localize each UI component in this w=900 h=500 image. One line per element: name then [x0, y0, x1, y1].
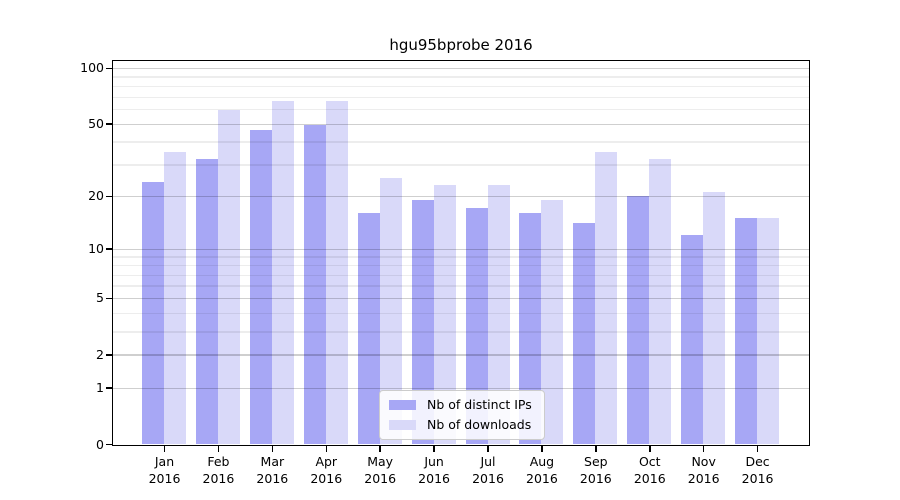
x-tick-mark-dec [756, 446, 759, 452]
bar-apr-distinct-ips [303, 125, 326, 444]
bar-sep-downloads [595, 151, 618, 444]
y-tick-label-10: 10 [88, 241, 104, 257]
x-tick-label-mar: Mar 2016 [256, 454, 289, 486]
x-tick-mark-jan [163, 446, 166, 452]
y-tick-label-100: 100 [80, 60, 104, 76]
y-tick-mark-50 [106, 123, 113, 125]
y-tick-mark-1 [106, 387, 113, 389]
gridline-minor-60 [113, 108, 809, 111]
y-tick-mark-10 [106, 248, 113, 250]
bar-jul-downloads [487, 184, 510, 444]
gridline-minor-70 [113, 96, 809, 99]
x-tick-label-apr: Apr 2016 [310, 454, 343, 486]
bar-feb-distinct-ips [195, 159, 218, 444]
y-tick-mark-5 [106, 297, 113, 300]
bar-dec-downloads [757, 218, 780, 444]
bar-jun-distinct-ips [411, 199, 434, 444]
x-tick-mark-oct [649, 446, 651, 452]
bar-mar-downloads [271, 101, 294, 444]
y-tick-label-20: 20 [88, 188, 104, 204]
x-tick-mark-aug [541, 446, 543, 452]
bar-jan-distinct-ips [142, 181, 164, 444]
bar-sep-distinct-ips [573, 223, 596, 444]
gridline-major-5 [113, 297, 809, 300]
x-tick-label-jan: Jan 2016 [148, 454, 181, 486]
x-tick-label-may: May 2016 [364, 454, 397, 486]
bar-oct-downloads [649, 159, 672, 444]
x-tick-label-jul: Jul 2016 [472, 454, 504, 486]
bar-may-downloads [379, 178, 402, 444]
gridline-minor-7 [113, 274, 809, 277]
gridline-major-20 [113, 195, 809, 198]
y-tick-label-0: 0 [96, 436, 104, 452]
gridline-minor-3 [113, 331, 809, 333]
gridline-minor-30 [113, 164, 809, 166]
x-tick-label-dec: Dec 2016 [741, 454, 774, 486]
gridline-minor-40 [113, 141, 809, 143]
y-tick-label-5: 5 [96, 290, 104, 306]
bar-aug-distinct-ips [519, 213, 542, 444]
bar-jul-distinct-ips [465, 208, 488, 444]
gridline-minor-8 [113, 264, 809, 267]
x-tick-mark-nov [702, 446, 705, 452]
x-tick-label-nov: Nov 2016 [687, 454, 720, 486]
y-tick-mark-20 [106, 195, 113, 198]
y-tick-mark-100 [106, 67, 113, 70]
x-tick-mark-mar [271, 446, 274, 452]
legend-item-downloads: Nb of downloads [389, 416, 532, 433]
x-tick-mark-feb [217, 446, 220, 452]
x-tick-label-feb: Feb 2016 [202, 454, 235, 486]
x-tick-mark-jun [433, 446, 435, 452]
y-tick-label-1: 1 [96, 380, 104, 395]
bar-nov-distinct-ips [681, 234, 704, 444]
gridline-minor-90 [113, 76, 809, 78]
x-tick-label-oct: Oct 2016 [633, 454, 666, 486]
bar-apr-downloads [325, 101, 348, 444]
x-tick-mark-sep [595, 446, 597, 452]
gridline-minor-4 [113, 312, 809, 315]
x-tick-label-jun: Jun 2016 [418, 454, 450, 486]
y-tick-label-50: 50 [88, 116, 104, 132]
bar-jan-downloads [164, 151, 186, 444]
bar-aug-downloads [541, 199, 564, 444]
legend-swatch-distinct-ips [389, 399, 416, 410]
bar-nov-downloads [703, 192, 726, 444]
legend-label-distinct-ips: Nb of distinct IPs [427, 397, 532, 412]
y-tick-label-2: 2 [96, 346, 104, 362]
x-tick-label-sep: Sep 2016 [579, 454, 612, 486]
gridline-minor-9 [113, 256, 809, 258]
bar-oct-distinct-ips [627, 195, 650, 444]
x-tick-label-aug: Aug 2016 [526, 454, 558, 486]
gridline-major-50 [113, 123, 809, 126]
gridline-minor-80 [113, 85, 809, 88]
bar-dec-distinct-ips [735, 218, 758, 444]
gridline-major-10 [113, 248, 809, 251]
bar-mar-distinct-ips [249, 130, 272, 444]
x-tick-mark-may [379, 446, 381, 452]
legend: Nb of distinct IPs Nb of downloads [379, 390, 545, 440]
legend-swatch-downloads [389, 419, 416, 430]
gridline-minor-6 [113, 285, 809, 287]
x-tick-mark-apr [325, 446, 327, 452]
y-tick-mark-2 [106, 354, 113, 356]
bar-jun-downloads [433, 184, 456, 444]
bar-may-distinct-ips [357, 213, 380, 444]
chart-title: hgu95bprobe 2016 [389, 36, 533, 54]
x-tick-mark-jul [487, 446, 489, 452]
bars-layer [113, 61, 809, 445]
legend-label-downloads: Nb of downloads [427, 417, 532, 432]
y-tick-mark-0 [106, 443, 113, 446]
grid-layer [113, 61, 809, 445]
plot-area: Nb of distinct IPs Nb of downloads [112, 60, 810, 446]
gridline-major-2 [113, 354, 809, 356]
legend-item-distinct-ips: Nb of distinct IPs [389, 396, 532, 413]
gridline-major-1 [113, 387, 809, 389]
gridline-major-100 [113, 67, 809, 70]
bar-feb-downloads [217, 110, 240, 444]
